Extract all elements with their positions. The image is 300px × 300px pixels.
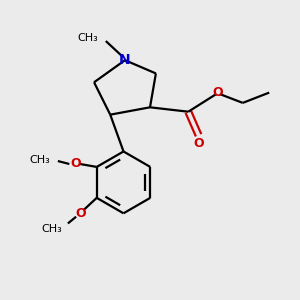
Text: N: N xyxy=(119,53,131,67)
Text: O: O xyxy=(194,137,205,150)
Text: O: O xyxy=(212,86,223,99)
Text: CH₃: CH₃ xyxy=(78,33,98,43)
Text: CH₃: CH₃ xyxy=(29,155,50,166)
Text: CH₃: CH₃ xyxy=(41,224,62,234)
Text: O: O xyxy=(70,158,80,170)
Text: O: O xyxy=(76,207,86,220)
